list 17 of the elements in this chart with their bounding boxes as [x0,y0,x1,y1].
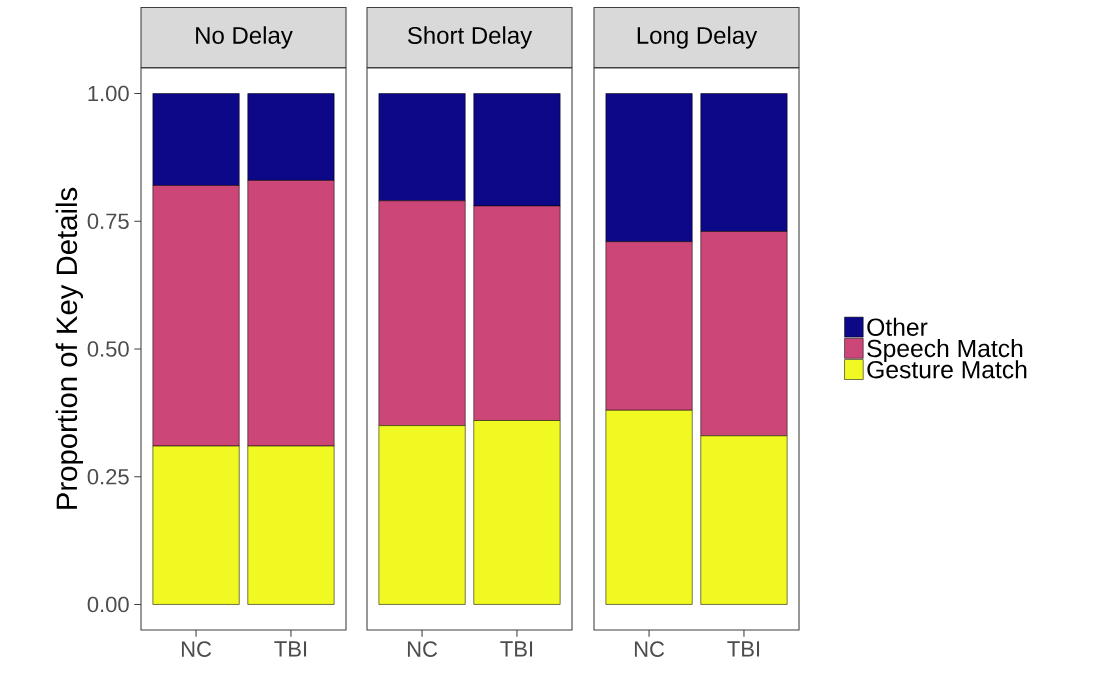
chart-title: Short Delay [407,26,533,49]
chart-title: Long Delay [637,26,758,49]
y-tick-label: 1.00 [88,85,129,102]
legend-label: Other [867,317,928,336]
x-tick-label: TBI [500,641,533,657]
x-tick-label: NC [181,641,212,657]
y-tick-label: 0.50 [87,341,129,357]
y-axis-title: Proportion of Key Details [55,187,83,509]
y-tick-label: 0.00 [87,596,129,613]
x-tick-label: TBI [274,641,307,657]
y-tick-label: 0.75 [87,213,129,230]
x-tick-label: TBI [727,641,760,657]
x-tick-label: NC [634,641,665,657]
x-tick-label: NC [407,641,438,657]
legend-label: Gesture Match [867,360,1027,379]
y-tick-label: 0.25 [87,468,129,485]
chart-title: No Delay [196,26,293,49]
